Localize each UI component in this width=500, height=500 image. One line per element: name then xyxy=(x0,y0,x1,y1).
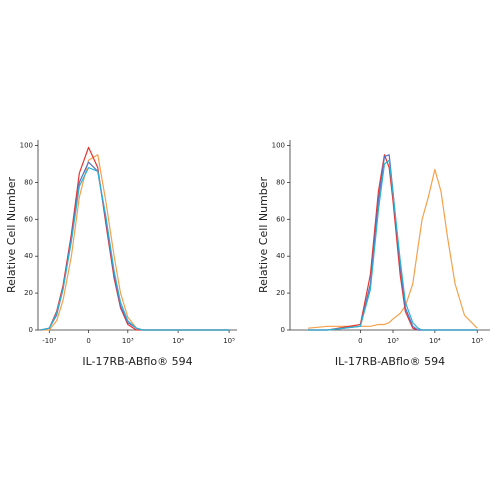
chart: 0 20 40 60 80 100 -10³ 0 10³ 10⁴ 10⁵ IL-17RB-ABflo®… xyxy=(5,140,237,368)
x-tick-label: 0 xyxy=(86,337,90,345)
histogram-line xyxy=(308,154,478,331)
y-tick-label: 100 xyxy=(272,142,285,150)
histogram-line xyxy=(40,167,230,331)
y-axis-label: Relative Cell Number xyxy=(257,176,270,293)
y-tick-label: 100 xyxy=(20,142,33,150)
y-tick-label: 0 xyxy=(29,326,33,334)
y-tick-label: 40 xyxy=(24,252,33,260)
x-tick-label: 0 xyxy=(358,337,362,345)
x-tick-label: 10³ xyxy=(387,337,399,345)
x-axis-label: IL-17RB-ABflo® 594 xyxy=(335,355,445,368)
histogram-line xyxy=(307,168,478,329)
y-tick-label: 20 xyxy=(276,289,285,297)
y-axis-label: Relative Cell Number xyxy=(5,176,18,293)
x-tick-label: 10⁴ xyxy=(429,337,441,345)
y-tick-label: 80 xyxy=(24,178,33,186)
y-tick-label: 60 xyxy=(24,215,33,223)
x-tick-label: 10³ xyxy=(122,337,134,345)
histogram-line xyxy=(40,154,230,331)
y-tick-label: 20 xyxy=(24,289,33,297)
y-tick-label: 40 xyxy=(276,252,285,260)
x-tick-label: 10⁴ xyxy=(172,337,184,345)
chart: 0 20 40 60 80 100 0 10³ 10⁴ 10⁵ IL-17RB-ABflo® 594… xyxy=(257,140,490,368)
x-tick-label: -10³ xyxy=(42,337,56,345)
x-axis-label: IL-17RB-ABflo® 594 xyxy=(82,355,192,368)
y-tick-label: 60 xyxy=(276,215,285,223)
x-tick-label: 10⁵ xyxy=(223,337,235,345)
histogram-line xyxy=(308,154,478,331)
histogram-line xyxy=(308,159,478,331)
y-tick-label: 0 xyxy=(281,326,285,334)
histogram-line xyxy=(40,146,230,331)
y-tick-label: 80 xyxy=(276,178,285,186)
x-tick-label: 10⁵ xyxy=(471,337,483,345)
